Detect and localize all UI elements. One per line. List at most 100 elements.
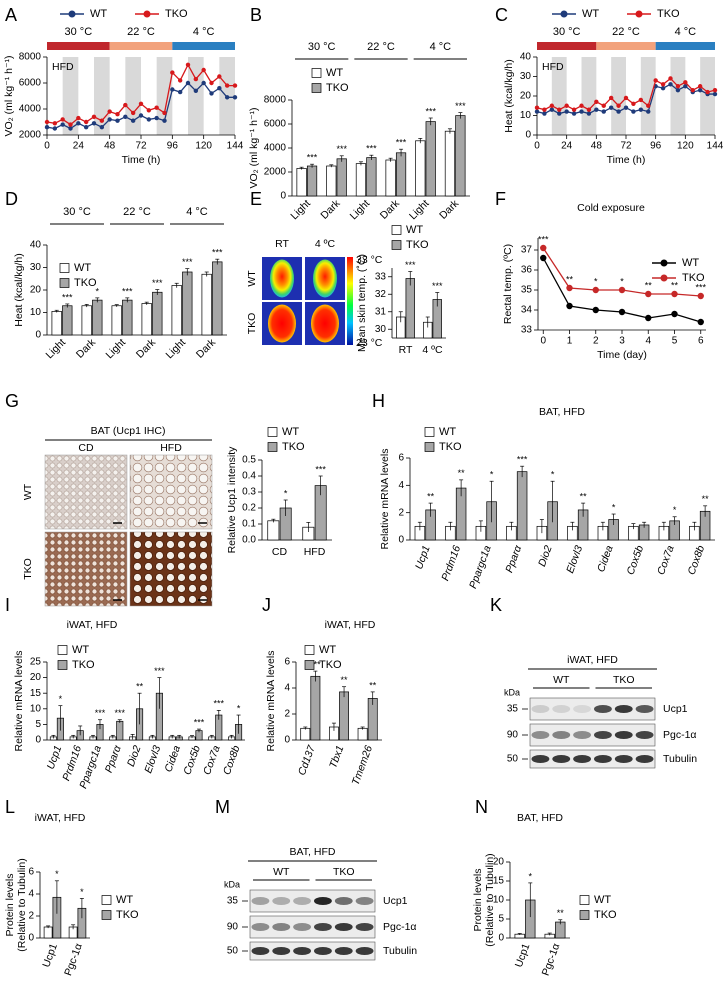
legend-label: TKO (594, 909, 617, 921)
data-point (675, 87, 681, 93)
blot-band (293, 923, 312, 931)
y-tick-label: 20 (520, 91, 532, 102)
legend-label: WT (406, 224, 423, 236)
ihc-image (44, 454, 128, 530)
legend-label: TKO (657, 8, 680, 20)
data-point (653, 78, 658, 83)
x-tick-label: Cox8b (686, 544, 708, 577)
data-point (540, 244, 547, 252)
data-point (162, 118, 167, 123)
legend-swatch (267, 442, 278, 452)
y-tick-label: 0 (28, 933, 34, 944)
band-label: Pgc-1α (663, 729, 697, 741)
y-tick-label: 5 (35, 719, 41, 730)
blot-band (531, 755, 550, 763)
band-label: Tubulin (383, 945, 417, 957)
significance: *** (310, 659, 321, 669)
data-point (123, 114, 128, 120)
column-label: RT (275, 238, 289, 250)
data-point (623, 95, 629, 101)
band-label: Tubulin (663, 753, 697, 765)
y-tick-label: 8000 (264, 95, 287, 106)
data-point (52, 126, 58, 131)
data-point (68, 126, 73, 131)
data-point (123, 102, 128, 108)
data-point (201, 67, 206, 73)
legend-label: WT (282, 426, 299, 438)
x-tick-label: Cidea (162, 744, 183, 774)
blot-strip (249, 889, 376, 913)
column-label: HFD (160, 442, 182, 454)
y-tick-label: 32 (375, 289, 387, 300)
legend-swatch (57, 660, 68, 670)
condition-bar (172, 42, 235, 50)
legend-label: TKO (326, 82, 349, 94)
scale-max: 33 °C (356, 254, 383, 266)
data-point (683, 84, 688, 89)
blot-band (355, 923, 374, 931)
data-point (601, 109, 606, 114)
data-point (76, 115, 81, 121)
mouse-heat (270, 259, 294, 298)
data-point (52, 121, 58, 126)
x-axis-label: Time (h) (607, 154, 646, 166)
significance: *** (194, 717, 205, 727)
color-scale (347, 257, 353, 345)
y-tick-label: 34 (521, 305, 533, 316)
bar (395, 152, 407, 197)
data-point (217, 74, 222, 79)
x-tick-label: Ucp1 (513, 942, 533, 969)
y-tick-label: 40 (520, 52, 532, 63)
bar (555, 921, 566, 939)
data-point (209, 91, 214, 96)
legend-swatch (391, 240, 402, 250)
significance: * (59, 694, 63, 704)
y-tick-label: 10 (30, 703, 42, 714)
chart-title: Cold exposure (577, 202, 645, 214)
x-tick-label: HFD (304, 546, 326, 558)
blot-band (313, 897, 332, 905)
condition-bar (47, 42, 110, 50)
significance: * (284, 488, 288, 498)
condition-label: 30 °C (65, 26, 93, 38)
y-axis-label: VO₂ (ml kg⁻¹ h⁻¹) (3, 55, 15, 136)
x-tick-label: 48 (104, 141, 116, 152)
legend-swatch (267, 427, 278, 437)
data-point (592, 286, 599, 294)
x-tick-label: Ppargc1a (467, 544, 494, 590)
bar (62, 305, 73, 336)
data-point (660, 82, 666, 87)
x-tick-label: Ucp1 (413, 544, 433, 571)
data-point (683, 80, 688, 85)
panel-letter: I (5, 595, 10, 615)
data-point (107, 109, 112, 114)
y-tick-label: 4 (398, 480, 404, 491)
data-point (146, 108, 152, 113)
bar (201, 273, 212, 336)
legend-label: WT (90, 8, 107, 20)
mouse-heat (311, 304, 339, 343)
condition-label: 4 °C (193, 26, 215, 38)
x-tick-label: 2 (593, 336, 599, 347)
blot-band (293, 947, 312, 955)
y-tick-label: 0.2 (242, 503, 256, 514)
legend-swatch (424, 427, 435, 437)
x-tick-label: Light (288, 198, 313, 223)
x-tick-label: Pgc-1α (62, 942, 85, 978)
size-marker: 90 (227, 922, 239, 933)
data-point (566, 284, 573, 292)
x-tick-label: CD (272, 546, 288, 558)
panel-letter: C (495, 5, 508, 25)
row-label: TKO (246, 313, 258, 335)
data-point (618, 286, 626, 294)
dark-period (62, 57, 79, 135)
x-tick-label: 4 ºC (422, 344, 443, 356)
data-point (540, 254, 547, 262)
significance: * (55, 869, 59, 879)
data-point (623, 105, 629, 110)
y-axis-label: VO₂ (ml kg⁻¹ h⁻¹) (248, 107, 260, 188)
dark-period (551, 57, 567, 135)
group-label: 4 °C (186, 206, 208, 218)
y-axis-label: Relative mRNA levels (13, 651, 25, 752)
x-tick-label: Pparα (103, 743, 124, 775)
